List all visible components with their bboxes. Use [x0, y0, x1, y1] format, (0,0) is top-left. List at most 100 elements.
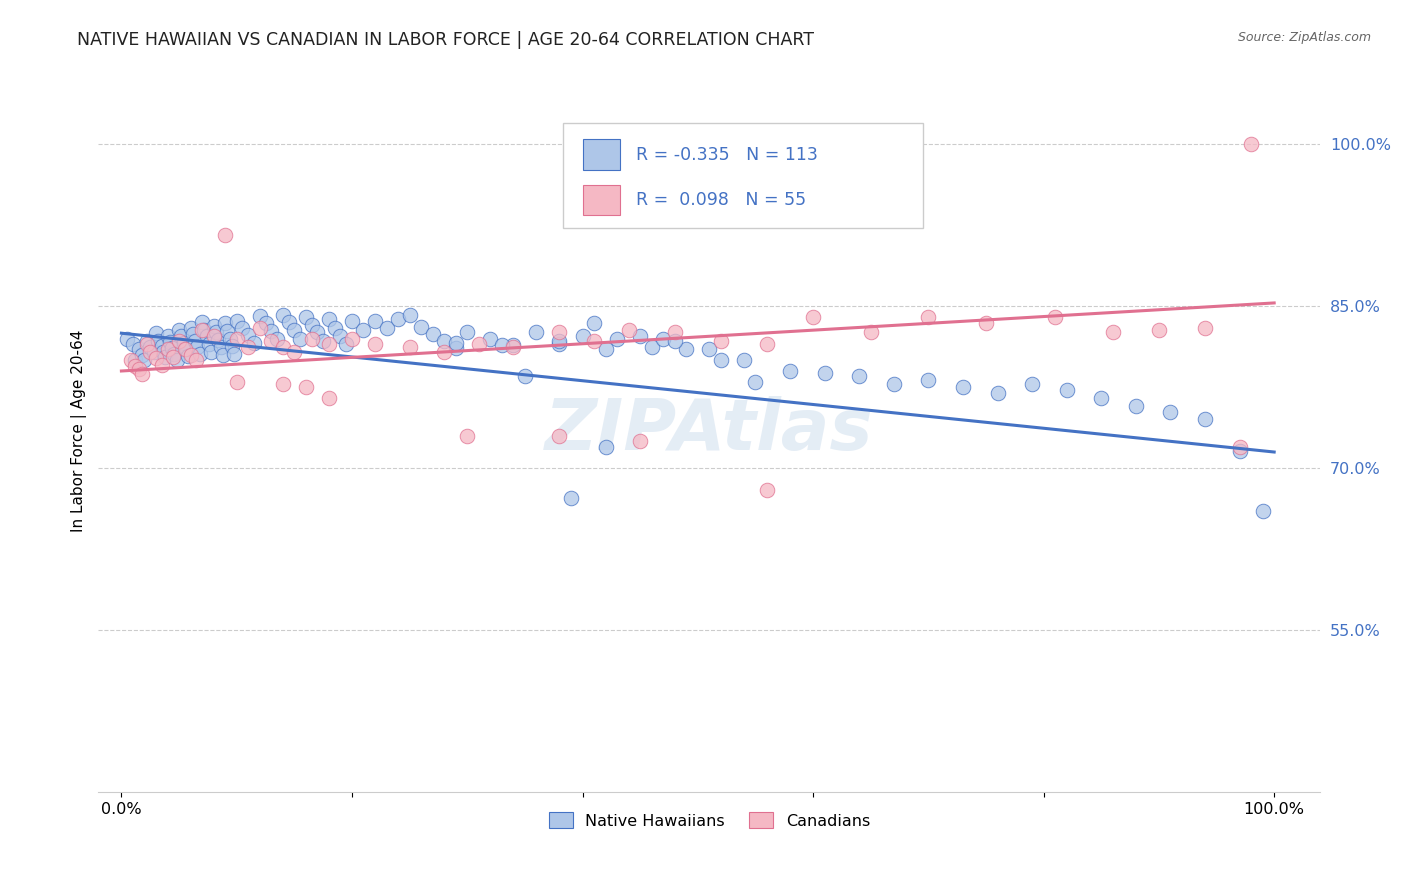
- Point: [744, 375, 766, 389]
- Point: [652, 332, 675, 346]
- Point: [883, 376, 905, 391]
- Point: [1125, 399, 1147, 413]
- Point: [697, 343, 720, 357]
- Point: [1251, 504, 1274, 518]
- Point: [181, 327, 204, 342]
- Point: [283, 344, 305, 359]
- Text: Source: ZipAtlas.com: Source: ZipAtlas.com: [1237, 31, 1371, 45]
- Point: [145, 351, 167, 365]
- Point: [170, 329, 193, 343]
- Point: [548, 337, 571, 351]
- Point: [254, 317, 277, 331]
- Point: [238, 328, 260, 343]
- Point: [1043, 310, 1066, 324]
- Point: [755, 483, 778, 497]
- Point: [801, 310, 824, 324]
- Point: [249, 320, 271, 334]
- Point: [617, 323, 640, 337]
- Point: [150, 358, 173, 372]
- Point: [162, 350, 184, 364]
- Point: [124, 353, 146, 368]
- Point: [122, 337, 145, 351]
- Text: R = -0.335   N = 113: R = -0.335 N = 113: [636, 145, 818, 163]
- Point: [128, 361, 150, 376]
- Point: [271, 376, 294, 391]
- Y-axis label: In Labor Force | Age 20-64: In Labor Force | Age 20-64: [72, 329, 87, 532]
- Point: [433, 344, 456, 359]
- Point: [134, 353, 156, 368]
- Point: [142, 344, 165, 359]
- Point: [859, 325, 882, 339]
- Point: [444, 341, 467, 355]
- Point: [173, 335, 195, 350]
- Point: [595, 440, 617, 454]
- Point: [128, 343, 150, 357]
- Point: [225, 332, 247, 346]
- Point: [479, 332, 502, 346]
- Point: [583, 334, 606, 348]
- Point: [917, 310, 939, 324]
- Point: [173, 343, 195, 357]
- Point: [952, 380, 974, 394]
- Point: [364, 314, 387, 328]
- Point: [1194, 411, 1216, 425]
- Point: [375, 320, 398, 334]
- Point: [364, 337, 387, 351]
- Point: [260, 324, 283, 338]
- Point: [318, 337, 340, 351]
- FancyBboxPatch shape: [562, 123, 924, 227]
- Point: [221, 339, 243, 353]
- Point: [198, 337, 221, 351]
- Point: [214, 317, 236, 331]
- Point: [225, 314, 247, 328]
- Point: [571, 329, 593, 343]
- Point: [318, 312, 340, 326]
- Point: [135, 334, 157, 348]
- Point: [224, 347, 246, 361]
- Point: [156, 343, 179, 357]
- Point: [1056, 384, 1078, 398]
- Point: [1101, 325, 1123, 339]
- Point: [167, 323, 190, 337]
- Point: [733, 353, 755, 368]
- Point: [444, 335, 467, 350]
- Point: [664, 325, 686, 339]
- Point: [640, 340, 662, 354]
- Point: [214, 227, 236, 242]
- Point: [191, 323, 214, 337]
- Point: [323, 320, 346, 334]
- Point: [188, 347, 211, 361]
- Point: [398, 308, 420, 322]
- Point: [163, 347, 186, 361]
- Point: [191, 315, 214, 329]
- Point: [139, 340, 162, 354]
- Point: [1194, 320, 1216, 334]
- Point: [202, 329, 225, 343]
- Point: [260, 334, 283, 348]
- Point: [710, 353, 733, 368]
- Point: [283, 323, 305, 337]
- Text: NATIVE HAWAIIAN VS CANADIAN IN LABOR FORCE | AGE 20-64 CORRELATION CHART: NATIVE HAWAIIAN VS CANADIAN IN LABOR FOR…: [77, 31, 814, 49]
- Point: [502, 340, 524, 354]
- Point: [186, 353, 208, 368]
- Point: [150, 339, 173, 353]
- Point: [152, 344, 174, 359]
- Point: [1240, 137, 1263, 152]
- Point: [115, 332, 138, 346]
- Point: [664, 334, 686, 348]
- Point: [243, 335, 266, 350]
- Point: [502, 338, 524, 352]
- Point: [200, 344, 222, 359]
- Point: [180, 320, 202, 334]
- Point: [184, 334, 207, 348]
- Legend: Native Hawaiians, Canadians: Native Hawaiians, Canadians: [543, 805, 876, 835]
- Point: [583, 317, 606, 331]
- Point: [295, 310, 318, 324]
- Point: [986, 385, 1008, 400]
- Point: [526, 325, 548, 339]
- Point: [422, 327, 444, 342]
- Point: [1229, 444, 1251, 458]
- Point: [1021, 376, 1043, 391]
- Point: [433, 334, 456, 348]
- FancyBboxPatch shape: [583, 139, 620, 169]
